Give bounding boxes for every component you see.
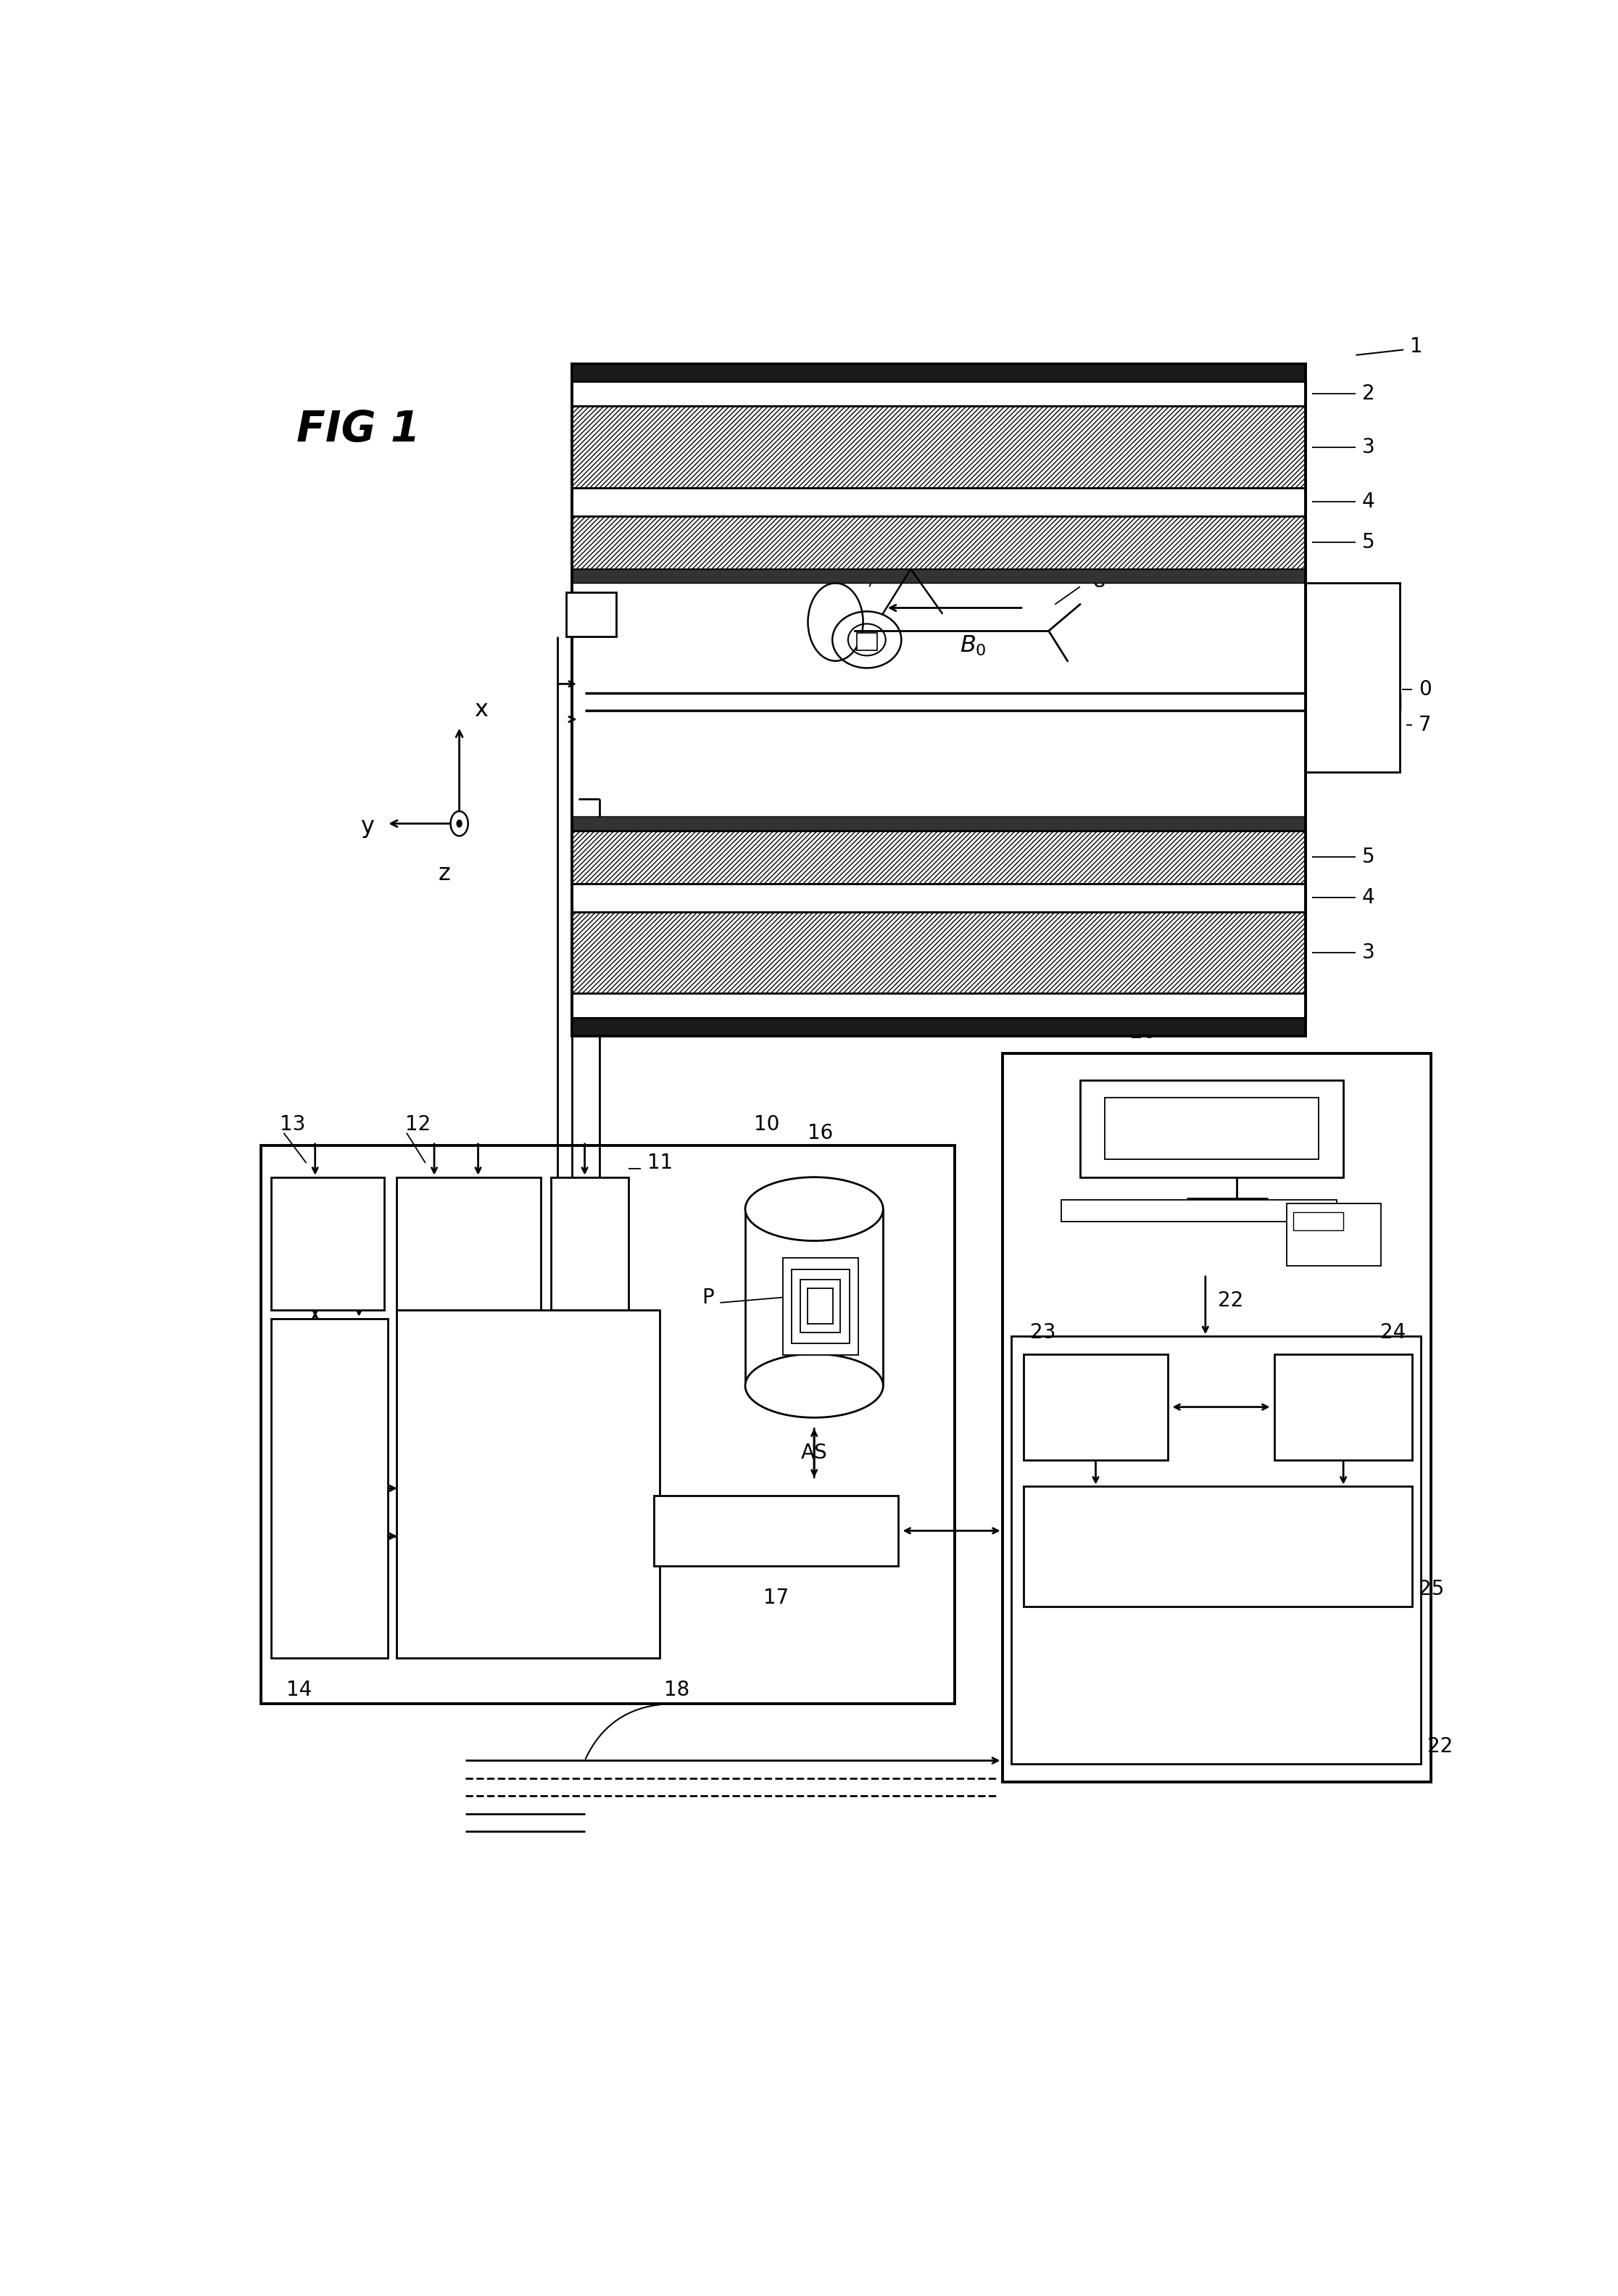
Bar [573,831,1306,884]
Bar [1275,1355,1413,1460]
Text: 18: 18 [663,1681,689,1699]
Bar [573,994,1306,1017]
Text: 4: 4 [1362,889,1375,907]
Bar [550,1178,628,1309]
Bar [573,817,1306,831]
Text: 25: 25 [1419,1580,1445,1600]
Bar [1293,1212,1343,1231]
Text: 10: 10 [754,1114,780,1134]
Bar [573,487,1306,517]
Text: $B_0$: $B_0$ [959,634,987,659]
Text: 14: 14 [286,1681,312,1699]
Text: 5: 5 [1362,533,1375,553]
Text: 22: 22 [1218,1290,1244,1311]
Text: 5: 5 [1362,847,1375,868]
Circle shape [456,820,461,827]
Text: 4: 4 [1362,491,1375,512]
Bar [566,592,616,636]
Text: FIG 1: FIG 1 [296,409,421,450]
Text: P: P [290,1428,303,1446]
Text: 3: 3 [1362,941,1375,962]
Text: 11: 11 [647,1153,673,1173]
Text: 2: 2 [1362,383,1375,404]
Ellipse shape [746,1178,883,1240]
Ellipse shape [746,1355,883,1417]
Bar [1061,1201,1336,1221]
Text: 3: 3 [1362,436,1375,457]
Text: 13: 13 [280,1114,306,1134]
Bar [260,1146,955,1704]
Text: 7: 7 [1419,714,1432,735]
Text: 1: 1 [1409,335,1422,356]
Text: z: z [438,863,450,884]
Bar [573,363,1306,381]
Bar [396,1309,660,1658]
Text: 0: 0 [1419,680,1432,700]
Text: 20: 20 [1129,1022,1155,1042]
Text: P: P [453,1384,468,1407]
Text: 16: 16 [807,1123,833,1143]
Text: x: x [474,698,489,721]
Text: 23: 23 [1031,1322,1055,1343]
Bar [573,406,1306,487]
Bar [791,1270,849,1343]
Bar [272,1178,383,1309]
Text: 12: 12 [406,1114,430,1134]
Text: 24: 24 [1380,1322,1406,1343]
Bar [807,1288,833,1325]
Bar [573,569,1306,583]
Bar [573,365,1306,1035]
Bar [1011,1336,1421,1763]
Text: y: y [361,815,374,838]
Bar [801,1279,840,1332]
Bar [573,1017,1306,1035]
Bar [573,912,1306,994]
Text: AS: AS [801,1442,827,1463]
Text: P: P [375,1557,388,1577]
Text: 17: 17 [764,1589,788,1607]
Bar [573,884,1306,912]
Bar [573,381,1306,406]
Bar [858,634,877,650]
Text: 8: 8 [1092,572,1105,592]
Text: 15: 15 [604,1561,629,1582]
Bar [1024,1486,1413,1607]
Bar [1306,583,1400,771]
Bar [1002,1054,1430,1782]
Text: 6: 6 [879,542,892,563]
Bar [573,517,1306,569]
Bar [1286,1203,1380,1265]
Bar [396,1178,540,1309]
Text: 22: 22 [1427,1736,1453,1756]
Bar [1024,1355,1168,1460]
Bar [573,583,1306,817]
Bar [783,1258,858,1355]
Bar [272,1318,388,1658]
Bar [654,1495,898,1566]
Bar [1105,1097,1319,1159]
Circle shape [450,810,468,836]
Text: P: P [702,1288,714,1306]
Bar [1081,1079,1343,1178]
